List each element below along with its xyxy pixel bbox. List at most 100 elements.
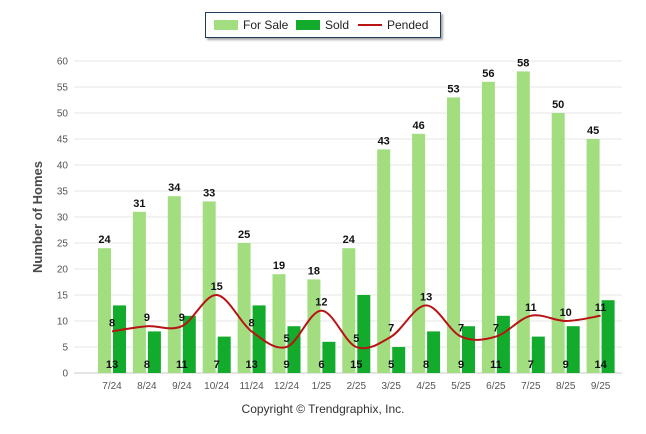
legend-label-sold: Sold — [325, 18, 350, 32]
y-tick-label: 40 — [57, 161, 69, 172]
x-axis: 7/24 8/24 9/24 10/24 11/24 12/24 1/25 2/25 3/25 4… — [102, 381, 611, 392]
bar-for-sale — [377, 149, 391, 373]
sold-data-label: 13 — [106, 359, 118, 371]
pended-swatch — [358, 24, 382, 26]
for-sale-data-label: 53 — [447, 83, 459, 95]
x-tick-label: 11/24 — [239, 381, 264, 392]
sold-data-label: 15 — [350, 359, 362, 371]
sold-data-label: 14 — [594, 359, 607, 371]
pended-data-label: 9 — [144, 312, 150, 324]
for-sale-data-label: 56 — [482, 68, 494, 80]
legend-item-pended[interactable]: Pended — [358, 13, 428, 37]
bar-for-sale — [586, 139, 600, 373]
sold-data-label: 6 — [318, 359, 324, 371]
pended-data-label: 5 — [353, 333, 359, 345]
bar-sold — [427, 331, 441, 373]
pended-data-label: 11 — [595, 302, 607, 314]
sold-data-label: 7 — [528, 359, 534, 371]
y-tick-label: 10 — [57, 317, 69, 328]
for-sale-data-label: 31 — [133, 198, 145, 210]
legend-label-for-sale: For Sale — [243, 18, 289, 32]
pended-data-label: 8 — [109, 317, 115, 329]
sold-swatch — [296, 20, 320, 30]
y-tick-label: 45 — [57, 135, 69, 146]
sold-data-label: 7 — [214, 359, 220, 371]
for-sale-data-label: 24 — [343, 234, 356, 246]
x-tick-label: 7/24 — [102, 381, 122, 392]
legend-label-pended: Pended — [387, 18, 429, 32]
copyright: Copyright © Trendgraphix, Inc. — [241, 402, 405, 416]
bar-sold — [392, 347, 406, 373]
bar-for-sale — [551, 113, 565, 373]
pended-data-label: 5 — [283, 333, 289, 345]
bar-sold — [252, 305, 266, 373]
y-tick-label: 55 — [57, 83, 69, 94]
bar-for-sale — [98, 248, 111, 373]
bar-sold — [357, 295, 371, 373]
y-tick-label: 20 — [57, 265, 69, 276]
bar-for-sale — [237, 243, 251, 373]
x-tick-label: 2/25 — [347, 381, 367, 392]
bar-for-sale — [412, 133, 426, 373]
for-sale-data-label: 50 — [552, 99, 564, 111]
legend-item-for-sale[interactable]: For Sale — [214, 13, 288, 37]
pended-line — [111, 294, 601, 350]
x-tick-label: 6/25 — [486, 381, 506, 392]
x-tick-label: 8/24 — [137, 381, 157, 392]
x-tick-label: 8/25 — [556, 381, 576, 392]
y-tick-label: 25 — [57, 239, 69, 250]
bar-sold — [113, 305, 126, 373]
sold-data-label: 5 — [388, 359, 394, 371]
bar-for-sale — [481, 81, 495, 374]
pended-data-label: 10 — [560, 307, 572, 319]
for-sale-data-label: 43 — [378, 135, 390, 147]
sold-data-label: 9 — [563, 359, 569, 371]
for-sale-swatch — [214, 20, 238, 30]
sold-data-label: 8 — [423, 359, 429, 371]
bar-for-sale — [132, 211, 146, 373]
pended-data-label: 7 — [458, 323, 464, 335]
pended-data-label: 12 — [315, 297, 327, 309]
x-tick-label: 9/25 — [591, 381, 611, 392]
sold-data-label: 9 — [458, 359, 464, 371]
bar-sold — [217, 336, 231, 373]
x-tick-label: 3/25 — [381, 381, 401, 392]
x-tick-label: 1/25 — [312, 381, 332, 392]
y-tick-label: 0 — [62, 369, 68, 380]
for-sale-data-label: 18 — [308, 265, 320, 277]
sold-data-label: 11 — [176, 359, 188, 371]
for-sale-data-label: 24 — [98, 234, 111, 246]
x-tick-label: 4/25 — [416, 381, 436, 392]
bar-sold — [531, 336, 545, 373]
x-tick-label: 7/25 — [521, 381, 541, 392]
bar-for-sale — [202, 201, 216, 373]
y-tick-label: 50 — [57, 109, 69, 120]
pended-data-label: 15 — [211, 281, 223, 293]
x-tick-label: 10/24 — [204, 381, 229, 392]
bar-sold — [147, 331, 161, 373]
y-tick-label: 30 — [57, 213, 69, 224]
for-sale-data-label: 58 — [517, 57, 529, 69]
bar-for-sale — [516, 71, 530, 374]
y-tick-label: 60 — [57, 57, 69, 68]
y-axis: 0 5 10 15 20 25 30 35 40 45 50 55 60 — [57, 57, 69, 380]
x-tick-label: 5/25 — [451, 381, 471, 392]
x-tick-label: 12/24 — [274, 381, 299, 392]
for-sale-data-label: 45 — [587, 125, 599, 137]
bar-sold — [601, 300, 615, 373]
pended-data-label: 8 — [249, 317, 255, 329]
sold-data-label: 13 — [245, 359, 257, 371]
sold-data-label: 9 — [283, 359, 289, 371]
pended-series-line — [111, 294, 601, 350]
pended-data-label: 13 — [420, 291, 432, 303]
for-sale-data-label: 33 — [203, 187, 215, 199]
bar-for-sale — [342, 248, 356, 373]
bars — [98, 71, 615, 374]
pended-data-label: 9 — [179, 312, 185, 324]
legend-item-sold[interactable]: Sold — [296, 13, 349, 37]
y-tick-label: 35 — [57, 187, 69, 198]
for-sale-data-label: 46 — [412, 120, 424, 132]
bar-for-sale — [307, 279, 321, 373]
y-tick-label: 5 — [62, 343, 68, 354]
